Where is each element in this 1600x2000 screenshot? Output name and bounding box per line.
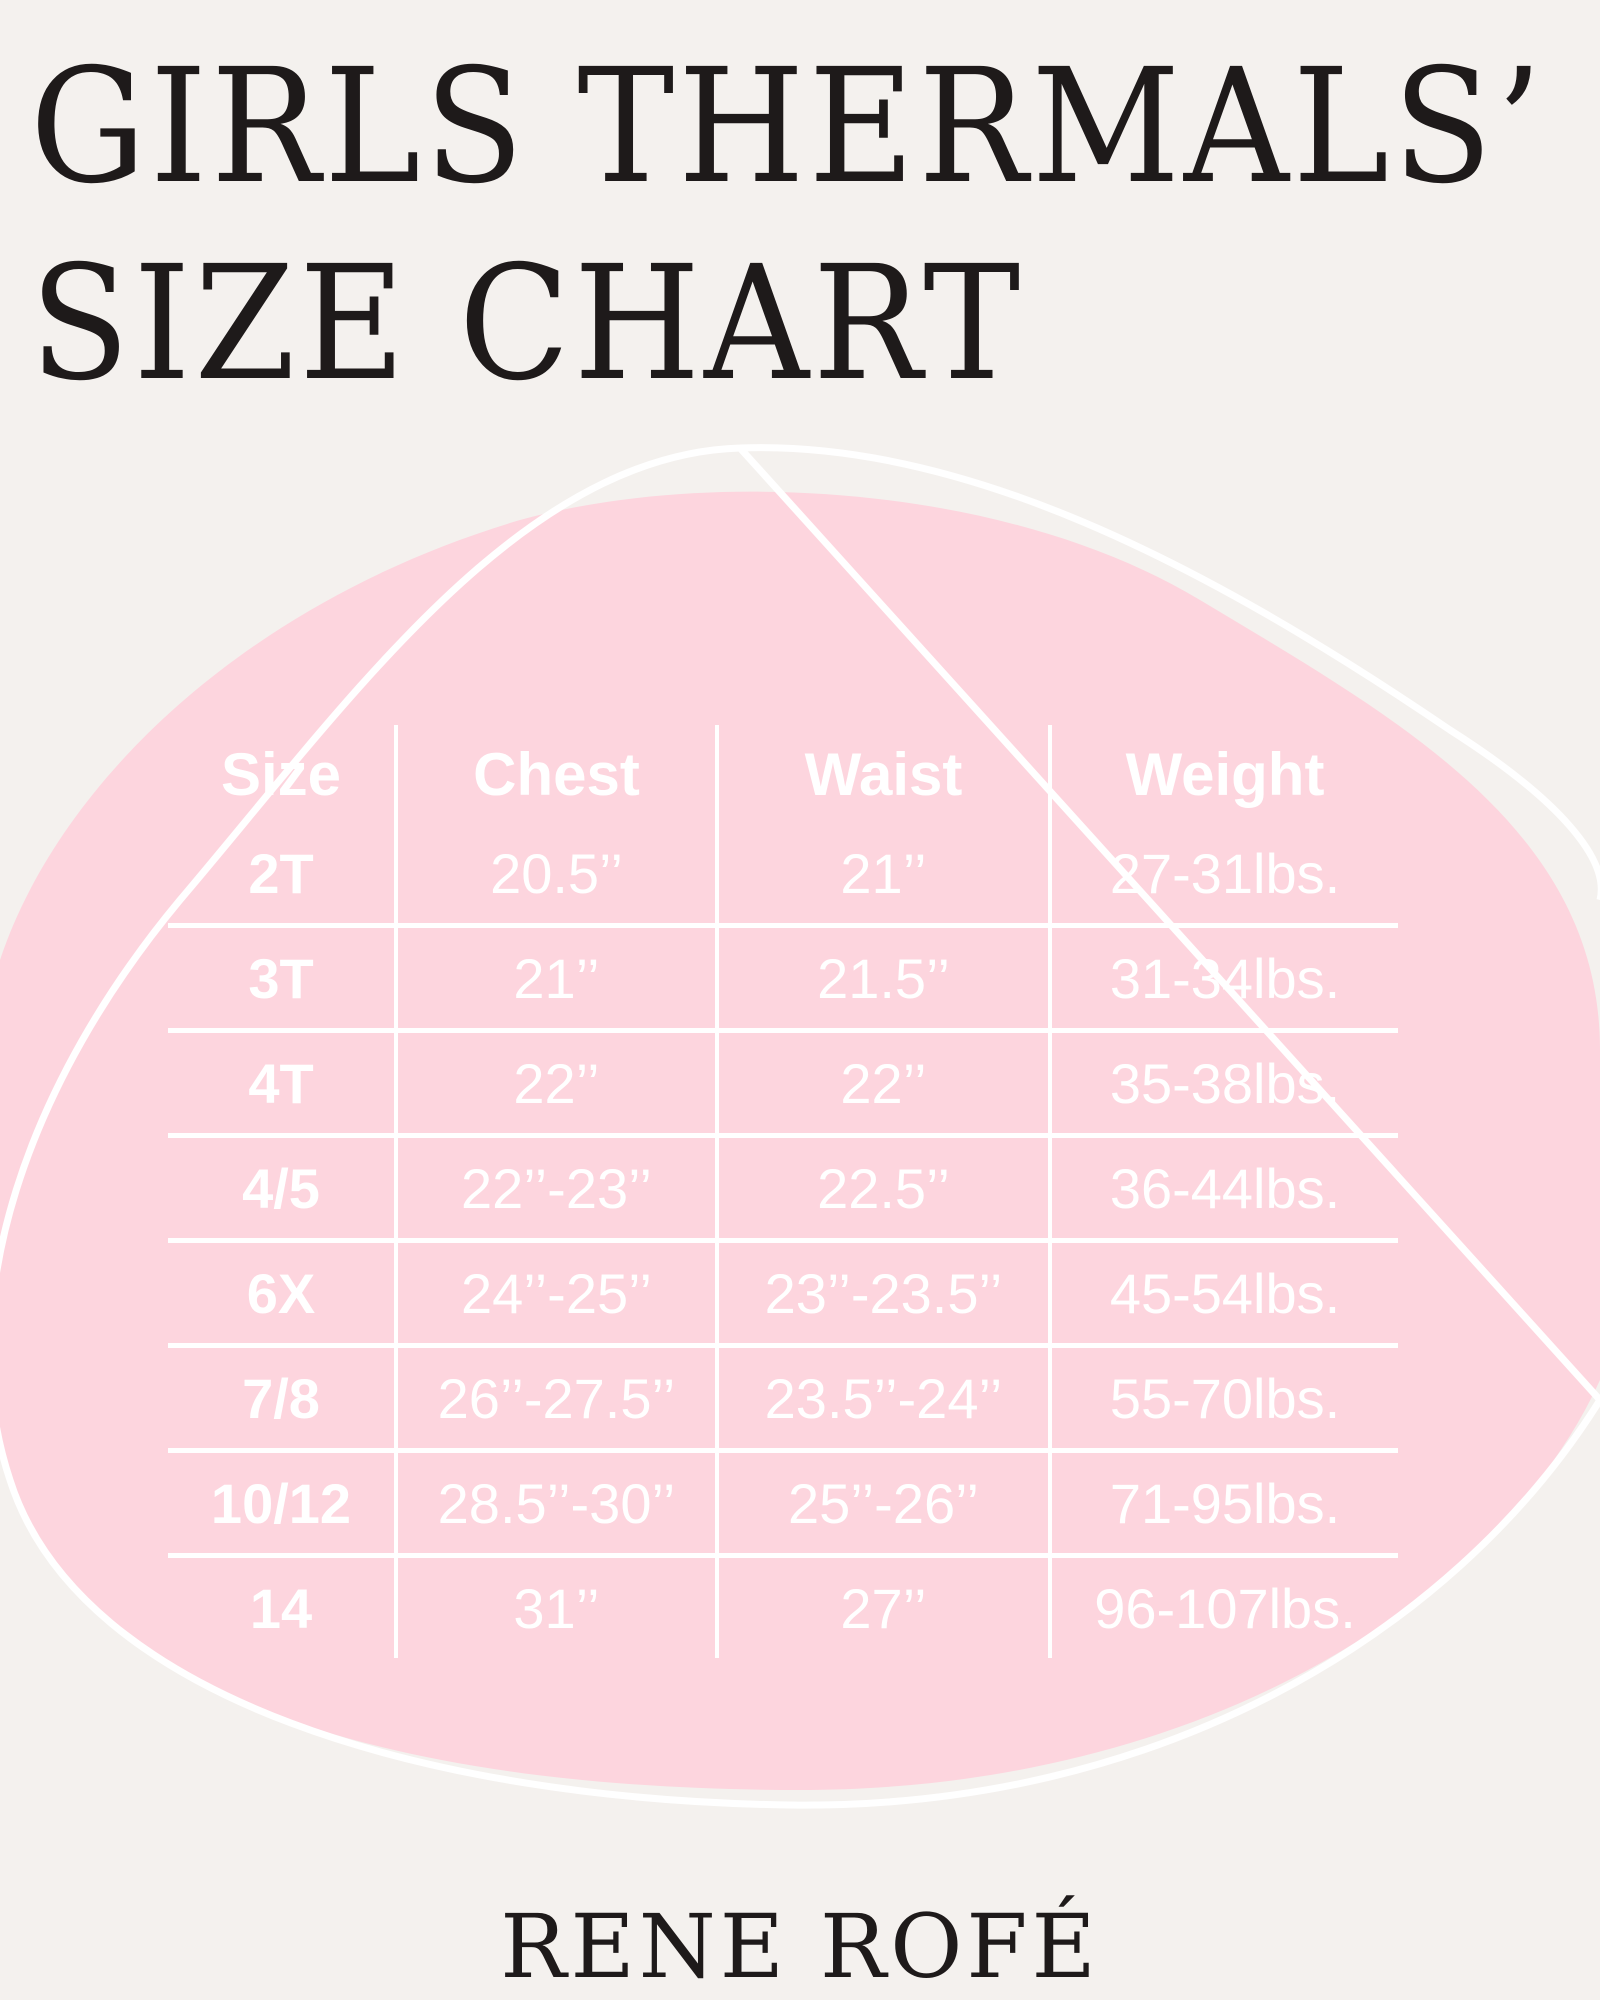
cell-chest: 20.5’’ xyxy=(394,823,717,926)
table-row: 6X 24’’-25’’ 23’’-23.5’’ 45-54lbs. xyxy=(168,1238,1398,1346)
cell-waist: 21.5’’ xyxy=(715,923,1050,1031)
page-title-line-1: GIRLS THERMALS’ xyxy=(30,35,1546,219)
white-outline xyxy=(0,444,1600,1809)
table-header-row: Size Chest Waist Weight xyxy=(168,725,1398,823)
cell-weight: 45-54lbs. xyxy=(1048,1238,1398,1346)
cell-chest: 26’’-27.5’’ xyxy=(394,1343,717,1451)
cell-waist: 25’’-26’’ xyxy=(715,1448,1050,1556)
header-size: Size xyxy=(220,740,342,808)
cell-size: 6X xyxy=(168,1238,396,1346)
size-chart-table: Size Chest Waist Weight 2T 20.5’’ 21’’ 27-3… xyxy=(168,725,1398,1658)
header-chest: Chest xyxy=(394,725,717,823)
cell-weight: 55-70lbs. xyxy=(1048,1343,1398,1451)
cell-weight: 71-95lbs. xyxy=(1048,1448,1398,1556)
cell-size: 2T xyxy=(248,841,314,905)
cell-waist: 23’’-23.5’’ xyxy=(715,1238,1050,1346)
table-row: 10/12 28.5’’-30’’ 25’’-26’’ 71-95lbs. xyxy=(168,1448,1398,1556)
cell-weight: 31-34lbs. xyxy=(1048,923,1398,1031)
cell-waist: 21’’ xyxy=(715,823,1050,926)
cell-waist: 22.5’’ xyxy=(715,1133,1050,1241)
cell-size: 7/8 xyxy=(168,1343,396,1451)
cell-size: 4/5 xyxy=(168,1133,396,1241)
cell-weight: 35-38lbs. xyxy=(1048,1028,1398,1136)
cell-waist: 23.5’’-24’’ xyxy=(715,1343,1050,1451)
cell-chest: 24’’-25’’ xyxy=(394,1238,717,1346)
cell-size: 4T xyxy=(168,1028,396,1136)
cell-waist: 27’’ xyxy=(715,1553,1050,1658)
cell-chest: 22’’ xyxy=(394,1028,717,1136)
table-row: 4/5 22’’-23’’ 22.5’’ 36-44lbs. xyxy=(168,1133,1398,1241)
header-weight: Weight xyxy=(1048,725,1398,823)
table-row: 7/8 26’’-27.5’’ 23.5’’-24’’ 55-70lbs. xyxy=(168,1343,1398,1451)
table-row: 2T 20.5’’ 21’’ 27-31lbs. xyxy=(168,823,1398,926)
cell-chest: 31’’ xyxy=(394,1553,717,1658)
cell-waist: 22’’ xyxy=(715,1028,1050,1136)
cell-size: 10/12 xyxy=(168,1448,396,1556)
header-waist: Waist xyxy=(715,725,1050,823)
table-row: 3T 21’’ 21.5’’ 31-34lbs. xyxy=(168,923,1398,1031)
cell-chest: 28.5’’-30’’ xyxy=(394,1448,717,1556)
cell-weight: 27-31lbs. xyxy=(1048,823,1398,926)
brand-logo: RENE ROFÉ xyxy=(500,1895,1100,1998)
table-row: 14 31’’ 27’’ 96-107lbs. xyxy=(168,1553,1398,1658)
page-title-line-2: SIZE CHART xyxy=(30,232,1024,416)
cell-weight: 96-107lbs. xyxy=(1048,1553,1398,1658)
cell-chest: 21’’ xyxy=(394,923,717,1031)
cell-size: 14 xyxy=(168,1553,396,1658)
table-row: 4T 22’’ 22’’ 35-38lbs. xyxy=(168,1028,1398,1136)
cell-weight: 36-44lbs. xyxy=(1048,1133,1398,1241)
cell-size: 3T xyxy=(168,923,396,1031)
cell-chest: 22’’-23’’ xyxy=(394,1133,717,1241)
